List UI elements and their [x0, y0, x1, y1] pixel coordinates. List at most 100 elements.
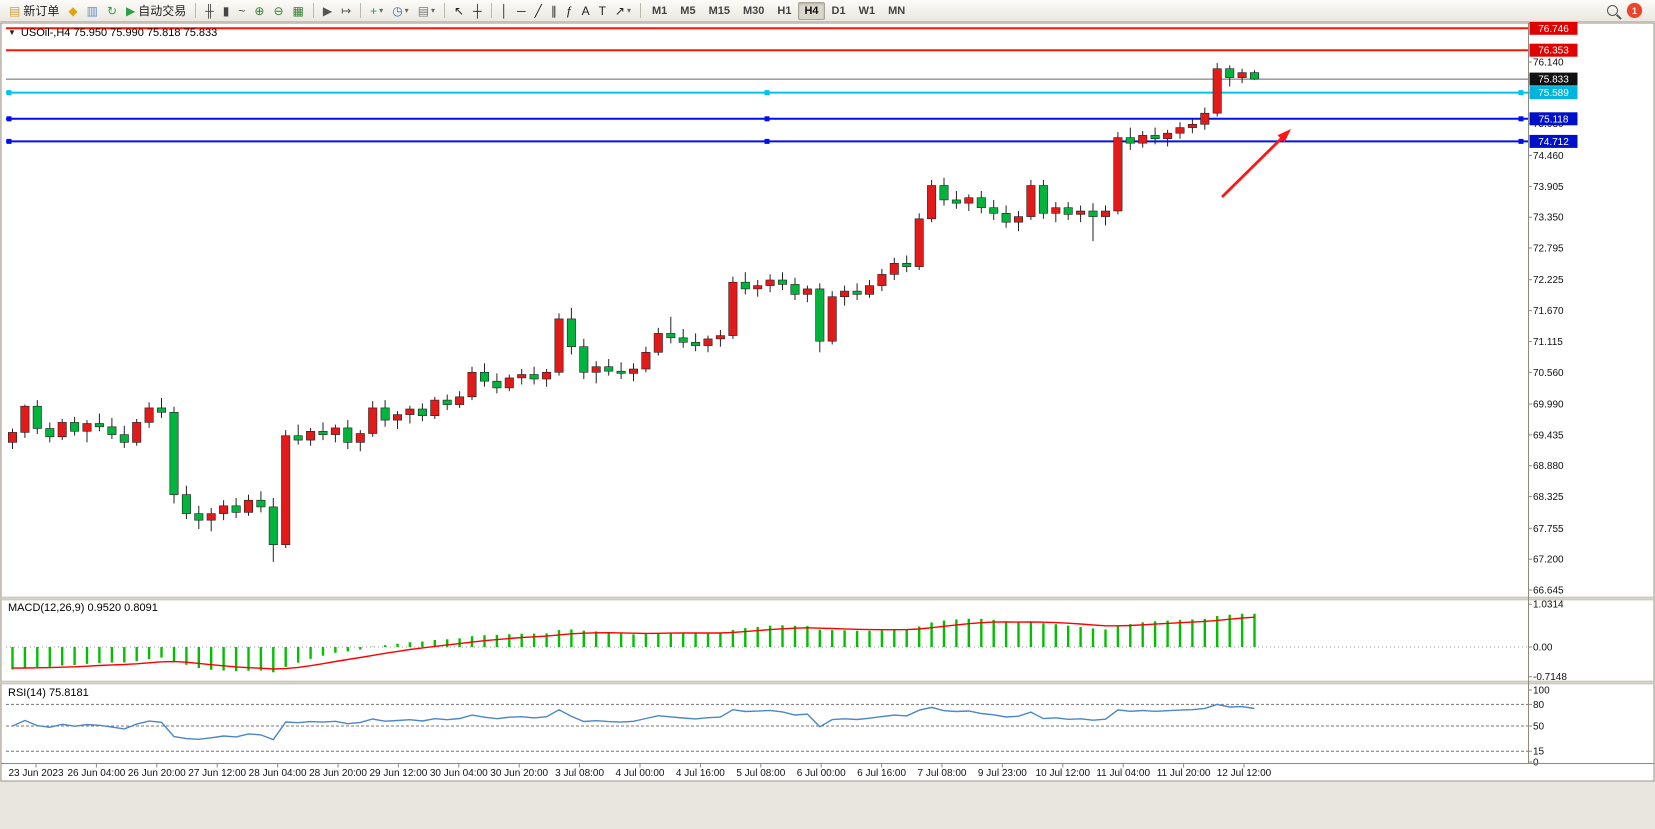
periods-button[interactable]: ◷ ▾: [388, 1, 413, 21]
refresh-icon-icon: ↻: [106, 3, 117, 18]
line-handle[interactable]: [764, 138, 770, 144]
svg-text:68.325: 68.325: [1533, 492, 1564, 503]
price-tag-76.353: [1529, 43, 1578, 57]
svg-text:76.353: 76.353: [1538, 46, 1569, 57]
candlestick-mode-icon-icon: ▮: [222, 3, 230, 18]
svg-text:73.350: 73.350: [1533, 213, 1564, 224]
svg-text:11 Jul 04:00: 11 Jul 04:00: [1096, 768, 1150, 779]
svg-text:30 Jun 04:00: 30 Jun 04:00: [430, 768, 488, 779]
line-handle[interactable]: [6, 90, 12, 96]
line-handle[interactable]: [764, 90, 770, 96]
auto-scroll-icon[interactable]: ▶: [319, 1, 336, 21]
cursor-tool-icon[interactable]: ↖: [450, 1, 468, 21]
indicators-button[interactable]: + ▾: [366, 1, 387, 21]
periods-icon: ◷: [392, 3, 403, 18]
timeframe-m1[interactable]: M1: [652, 4, 668, 17]
timeframe-m30[interactable]: M30: [742, 4, 765, 17]
candlestick-mode-icon[interactable]: ▮: [219, 1, 234, 21]
new-chart-icon[interactable]: ◆: [64, 1, 81, 21]
macd-indicator-label: MACD(12,26,9) 0.9520 0.8091: [8, 602, 158, 614]
chart-shift-icon[interactable]: ↦: [337, 1, 355, 21]
line-handle[interactable]: [764, 116, 770, 122]
new-order-button[interactable]: ▤ 新订单: [5, 1, 63, 21]
timeframe-d1[interactable]: D1: [831, 4, 846, 17]
price-tag-75.589: [1529, 86, 1578, 100]
svg-text:1.0314: 1.0314: [1533, 600, 1564, 611]
profiles-icon[interactable]: ▥: [83, 1, 102, 21]
timeframe-m15[interactable]: M15: [708, 4, 730, 17]
toolbar-separator: [640, 3, 641, 18]
profiles-icon-icon: ▥: [86, 3, 98, 18]
trend-arrow-annotation[interactable]: [1221, 129, 1291, 198]
timeframe-h4[interactable]: H4: [798, 1, 825, 20]
panel-separator[interactable]: [0, 680, 1655, 685]
time-axis[interactable]: 23 Jun 2023 26 Jun 04:00 26 Jun 20:00 27 Ju…: [1, 763, 1654, 780]
arrows-tool-icon: ↗: [614, 3, 625, 18]
new-order-button-label: 新订单: [23, 4, 60, 18]
toolbar-separator: [195, 3, 197, 18]
arrows-tool-button[interactable]: ↗ ▾: [611, 1, 635, 21]
new-chart-icon-icon: ◆: [68, 3, 78, 18]
horizontal-line-tool-icon[interactable]: ─: [513, 1, 530, 21]
line-handle[interactable]: [1518, 90, 1524, 96]
chevron-down-icon: ▾: [379, 6, 384, 15]
macd-signal-line: [12, 616, 1255, 670]
svg-text:71.670: 71.670: [1533, 306, 1564, 317]
notification-badge[interactable]: 1: [1627, 3, 1642, 18]
crosshair-tool-icon[interactable]: ┼: [469, 1, 486, 21]
channel-tool-icon[interactable]: ∥: [547, 1, 561, 21]
bar-chart-mode-icon[interactable]: ╫: [201, 1, 218, 21]
fibonacci-tool-icon[interactable]: ƒ: [562, 1, 577, 21]
one-click-trading-toggle[interactable]: ▼: [8, 28, 16, 37]
svg-text:76.140: 76.140: [1533, 58, 1564, 69]
text-tool-icon[interactable]: A: [578, 1, 594, 21]
svg-text:26 Jun 04:00: 26 Jun 04:00: [67, 768, 125, 779]
svg-text:68.880: 68.880: [1533, 461, 1564, 472]
toolbar-separator: [312, 3, 314, 18]
zoom-out-icon[interactable]: ⊖: [269, 1, 287, 21]
price-tag-75.833: [1529, 72, 1578, 86]
panel-separator[interactable]: [0, 596, 1655, 601]
price-tags: 76.746 76.353 75.833 75.589 75.118 74.712: [1529, 21, 1578, 148]
svg-text:50: 50: [1533, 722, 1545, 733]
svg-text:26 Jun 20:00: 26 Jun 20:00: [128, 768, 186, 779]
svg-text:75.833: 75.833: [1538, 75, 1569, 86]
rsi-line: [12, 703, 1255, 741]
chart-window-frame: [0, 22, 1655, 782]
templates-button[interactable]: ▤ ▾: [414, 1, 439, 21]
timeframe-m5[interactable]: M5: [680, 4, 696, 17]
timeframe-mn[interactable]: MN: [888, 4, 906, 17]
price-axis[interactable]: 76.14075.58575.03074.46073.90573.35072.7…: [1528, 23, 1568, 769]
line-handles[interactable]: [6, 90, 1524, 144]
toolbar: ▤ 新订单 ◆ ▥ ↻ ▶ 自动交易 ╫ ▮ ~ ⊕ ⊖ ▦ ▶ ↦ + ▾ ◷ ▾ ▤ ▾ ↖ ┼ │ ─ ╱ ∥ ƒ A T ↗ ▾ M1 M…: [0, 0, 1655, 22]
line-handle[interactable]: [6, 138, 12, 144]
refresh-icon[interactable]: ↻: [103, 1, 121, 21]
svg-text:9 Jul 23:00: 9 Jul 23:00: [978, 768, 1027, 779]
timeframe-w1[interactable]: W1: [858, 4, 876, 17]
timeframe-h1[interactable]: H1: [777, 4, 792, 17]
trendline-tool-icon[interactable]: ╱: [531, 1, 546, 21]
vertical-line-tool-icon-icon: │: [500, 3, 509, 18]
tile-windows-icon[interactable]: ▦: [289, 1, 308, 21]
price-tag-74.712: [1529, 134, 1578, 148]
svg-text:69.435: 69.435: [1533, 430, 1564, 441]
svg-text:29 Jun 12:00: 29 Jun 12:00: [369, 768, 427, 779]
search-icon[interactable]: [1607, 5, 1618, 16]
zoom-in-icon[interactable]: ⊕: [250, 1, 268, 21]
line-handle[interactable]: [1518, 138, 1524, 144]
line-handle[interactable]: [6, 116, 12, 122]
auto-trading-button[interactable]: ▶ 自动交易: [122, 1, 190, 21]
line-handle[interactable]: [1518, 116, 1524, 122]
svg-text:7 Jul 08:00: 7 Jul 08:00: [918, 768, 967, 779]
zoom-out-icon-icon: ⊖: [273, 3, 284, 18]
line-chart-mode-icon[interactable]: ~: [234, 1, 249, 21]
vertical-line-tool-icon[interactable]: │: [497, 1, 513, 21]
fibonacci-tool-icon-icon: ƒ: [565, 3, 573, 18]
svg-text:74.712: 74.712: [1538, 137, 1569, 148]
bar-chart-mode-icon-icon: ╫: [205, 3, 214, 18]
svg-text:100: 100: [1533, 686, 1550, 697]
tile-windows-icon-icon: ▦: [292, 3, 304, 18]
text-label-tool-icon[interactable]: T: [595, 1, 610, 21]
